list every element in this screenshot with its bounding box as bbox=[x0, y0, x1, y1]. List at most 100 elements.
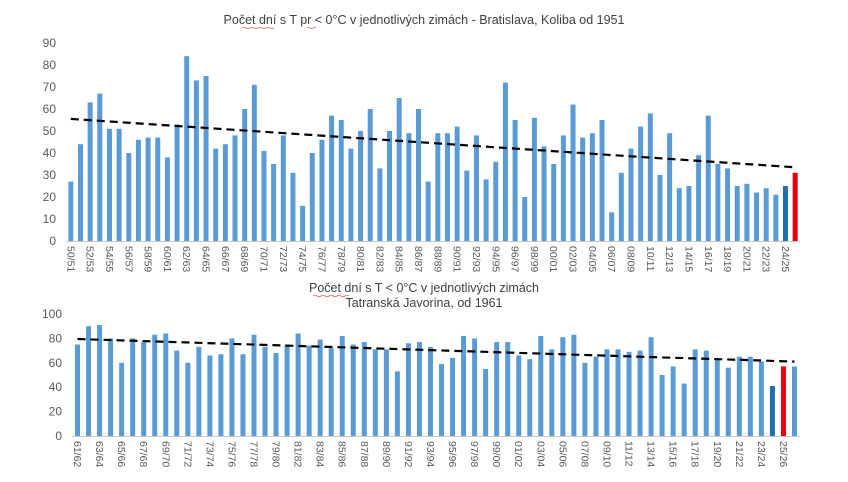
bar-previous-season bbox=[783, 186, 789, 241]
y-tick-label: 80 bbox=[49, 331, 63, 345]
x-tick-label: 05/06 bbox=[556, 441, 568, 467]
bar bbox=[527, 359, 533, 436]
bar bbox=[464, 170, 470, 241]
bar bbox=[648, 337, 654, 436]
bar bbox=[758, 361, 764, 436]
x-tick-label: 94/95 bbox=[489, 246, 501, 272]
x-tick-label: 14/15 bbox=[682, 246, 694, 272]
x-tick-label: 75/76 bbox=[225, 441, 237, 467]
bar bbox=[97, 324, 103, 436]
chart-title-line-2: Tatranská Javorina, od 1961 bbox=[345, 296, 502, 310]
bar bbox=[174, 124, 180, 241]
x-tick-label: 98/99 bbox=[528, 246, 540, 272]
y-tick-label: 0 bbox=[55, 429, 62, 443]
x-tick-label: 82/83 bbox=[373, 246, 385, 272]
bar bbox=[164, 157, 170, 241]
x-tick-label: 64/65 bbox=[200, 246, 212, 272]
y-tick-label: 20 bbox=[43, 190, 57, 204]
bar bbox=[77, 144, 83, 241]
x-tick-label: 92/93 bbox=[470, 246, 482, 272]
x-tick-label: 65/66 bbox=[115, 441, 127, 467]
bar bbox=[715, 164, 721, 241]
bar bbox=[615, 349, 621, 436]
bar bbox=[106, 128, 112, 241]
spellcheck-underline bbox=[241, 26, 275, 30]
bar bbox=[637, 350, 643, 436]
bar bbox=[108, 338, 114, 436]
bar bbox=[531, 117, 537, 241]
bar bbox=[86, 326, 92, 436]
bar bbox=[516, 355, 522, 436]
x-tick-label: 78/79 bbox=[335, 246, 347, 272]
x-tick-label: 22/23 bbox=[760, 246, 772, 272]
x-tick-label: 83/84 bbox=[314, 441, 326, 467]
bar bbox=[396, 98, 402, 241]
x-tick-label: 70/71 bbox=[257, 246, 269, 272]
bar bbox=[75, 344, 81, 436]
x-tick-label: 90/91 bbox=[451, 246, 463, 272]
bar bbox=[512, 120, 518, 241]
x-tick-label: 09/10 bbox=[600, 441, 612, 467]
bar bbox=[582, 362, 588, 436]
bar bbox=[439, 364, 445, 436]
bar bbox=[377, 168, 383, 241]
bar bbox=[141, 342, 147, 436]
bar-current-season bbox=[792, 172, 798, 241]
x-tick-label: 80/81 bbox=[354, 246, 366, 272]
x-tick-label: 16/17 bbox=[702, 246, 714, 272]
bar bbox=[68, 181, 74, 241]
bar bbox=[394, 371, 400, 436]
bar bbox=[155, 137, 161, 241]
x-axis-ticks: 50/51 52/53 54/55 56/57 58/59 60/61 62/63 64/65… bbox=[64, 246, 791, 272]
x-tick-label: 97/98 bbox=[468, 441, 480, 467]
bar bbox=[705, 115, 711, 241]
bar bbox=[174, 350, 180, 436]
x-tick-label: 50/51 bbox=[64, 246, 76, 272]
bar bbox=[135, 139, 141, 241]
bar bbox=[638, 126, 644, 241]
y-tick-label: 80 bbox=[43, 58, 57, 72]
bar bbox=[119, 362, 125, 436]
bar bbox=[229, 338, 235, 436]
bar bbox=[425, 181, 431, 241]
bar bbox=[560, 135, 566, 241]
bar bbox=[387, 131, 393, 241]
trend-line bbox=[77, 337, 795, 363]
bar bbox=[435, 133, 441, 241]
x-tick-label: 69/70 bbox=[159, 441, 171, 467]
x-tick-label: 20/21 bbox=[740, 246, 752, 272]
bar bbox=[184, 56, 190, 242]
x-tick-label: 74/75 bbox=[296, 246, 308, 272]
bar bbox=[734, 186, 740, 241]
bar bbox=[657, 175, 663, 241]
bar-previous-season bbox=[769, 385, 775, 436]
bar bbox=[405, 343, 411, 436]
bar bbox=[348, 148, 354, 241]
bar bbox=[145, 137, 151, 241]
bar bbox=[450, 357, 456, 436]
bar bbox=[647, 113, 653, 241]
bar bbox=[483, 179, 489, 241]
bar bbox=[242, 109, 248, 241]
bar bbox=[502, 82, 508, 241]
bar-series bbox=[75, 324, 797, 436]
x-tick-label: 00/01 bbox=[547, 246, 559, 272]
bar bbox=[232, 135, 238, 241]
chart-tatranska-javorina: Počet dní s T < 0°C v jednotlivých zimác… bbox=[42, 281, 800, 467]
x-tick-label: 76/77 bbox=[315, 246, 327, 272]
x-tick-label: 93/94 bbox=[424, 441, 436, 467]
x-tick-label: 04/05 bbox=[586, 246, 598, 272]
bar bbox=[714, 359, 720, 436]
bar bbox=[372, 349, 378, 436]
chart-title: Počet dní s T pr < 0°C v jednotlivých zi… bbox=[224, 13, 625, 27]
bar bbox=[262, 346, 268, 436]
bar bbox=[280, 135, 286, 241]
x-tick-label: 56/57 bbox=[122, 246, 134, 272]
bar bbox=[416, 342, 422, 436]
y-tick-label: 90 bbox=[43, 36, 57, 50]
bar bbox=[551, 164, 557, 241]
y-tick-label: 100 bbox=[42, 307, 62, 321]
x-tick-label: 77/78 bbox=[248, 441, 260, 467]
y-axis-ticks: 0 10 20 30 40 50 60 70 80 90 bbox=[43, 36, 57, 248]
y-tick-label: 40 bbox=[43, 146, 57, 160]
